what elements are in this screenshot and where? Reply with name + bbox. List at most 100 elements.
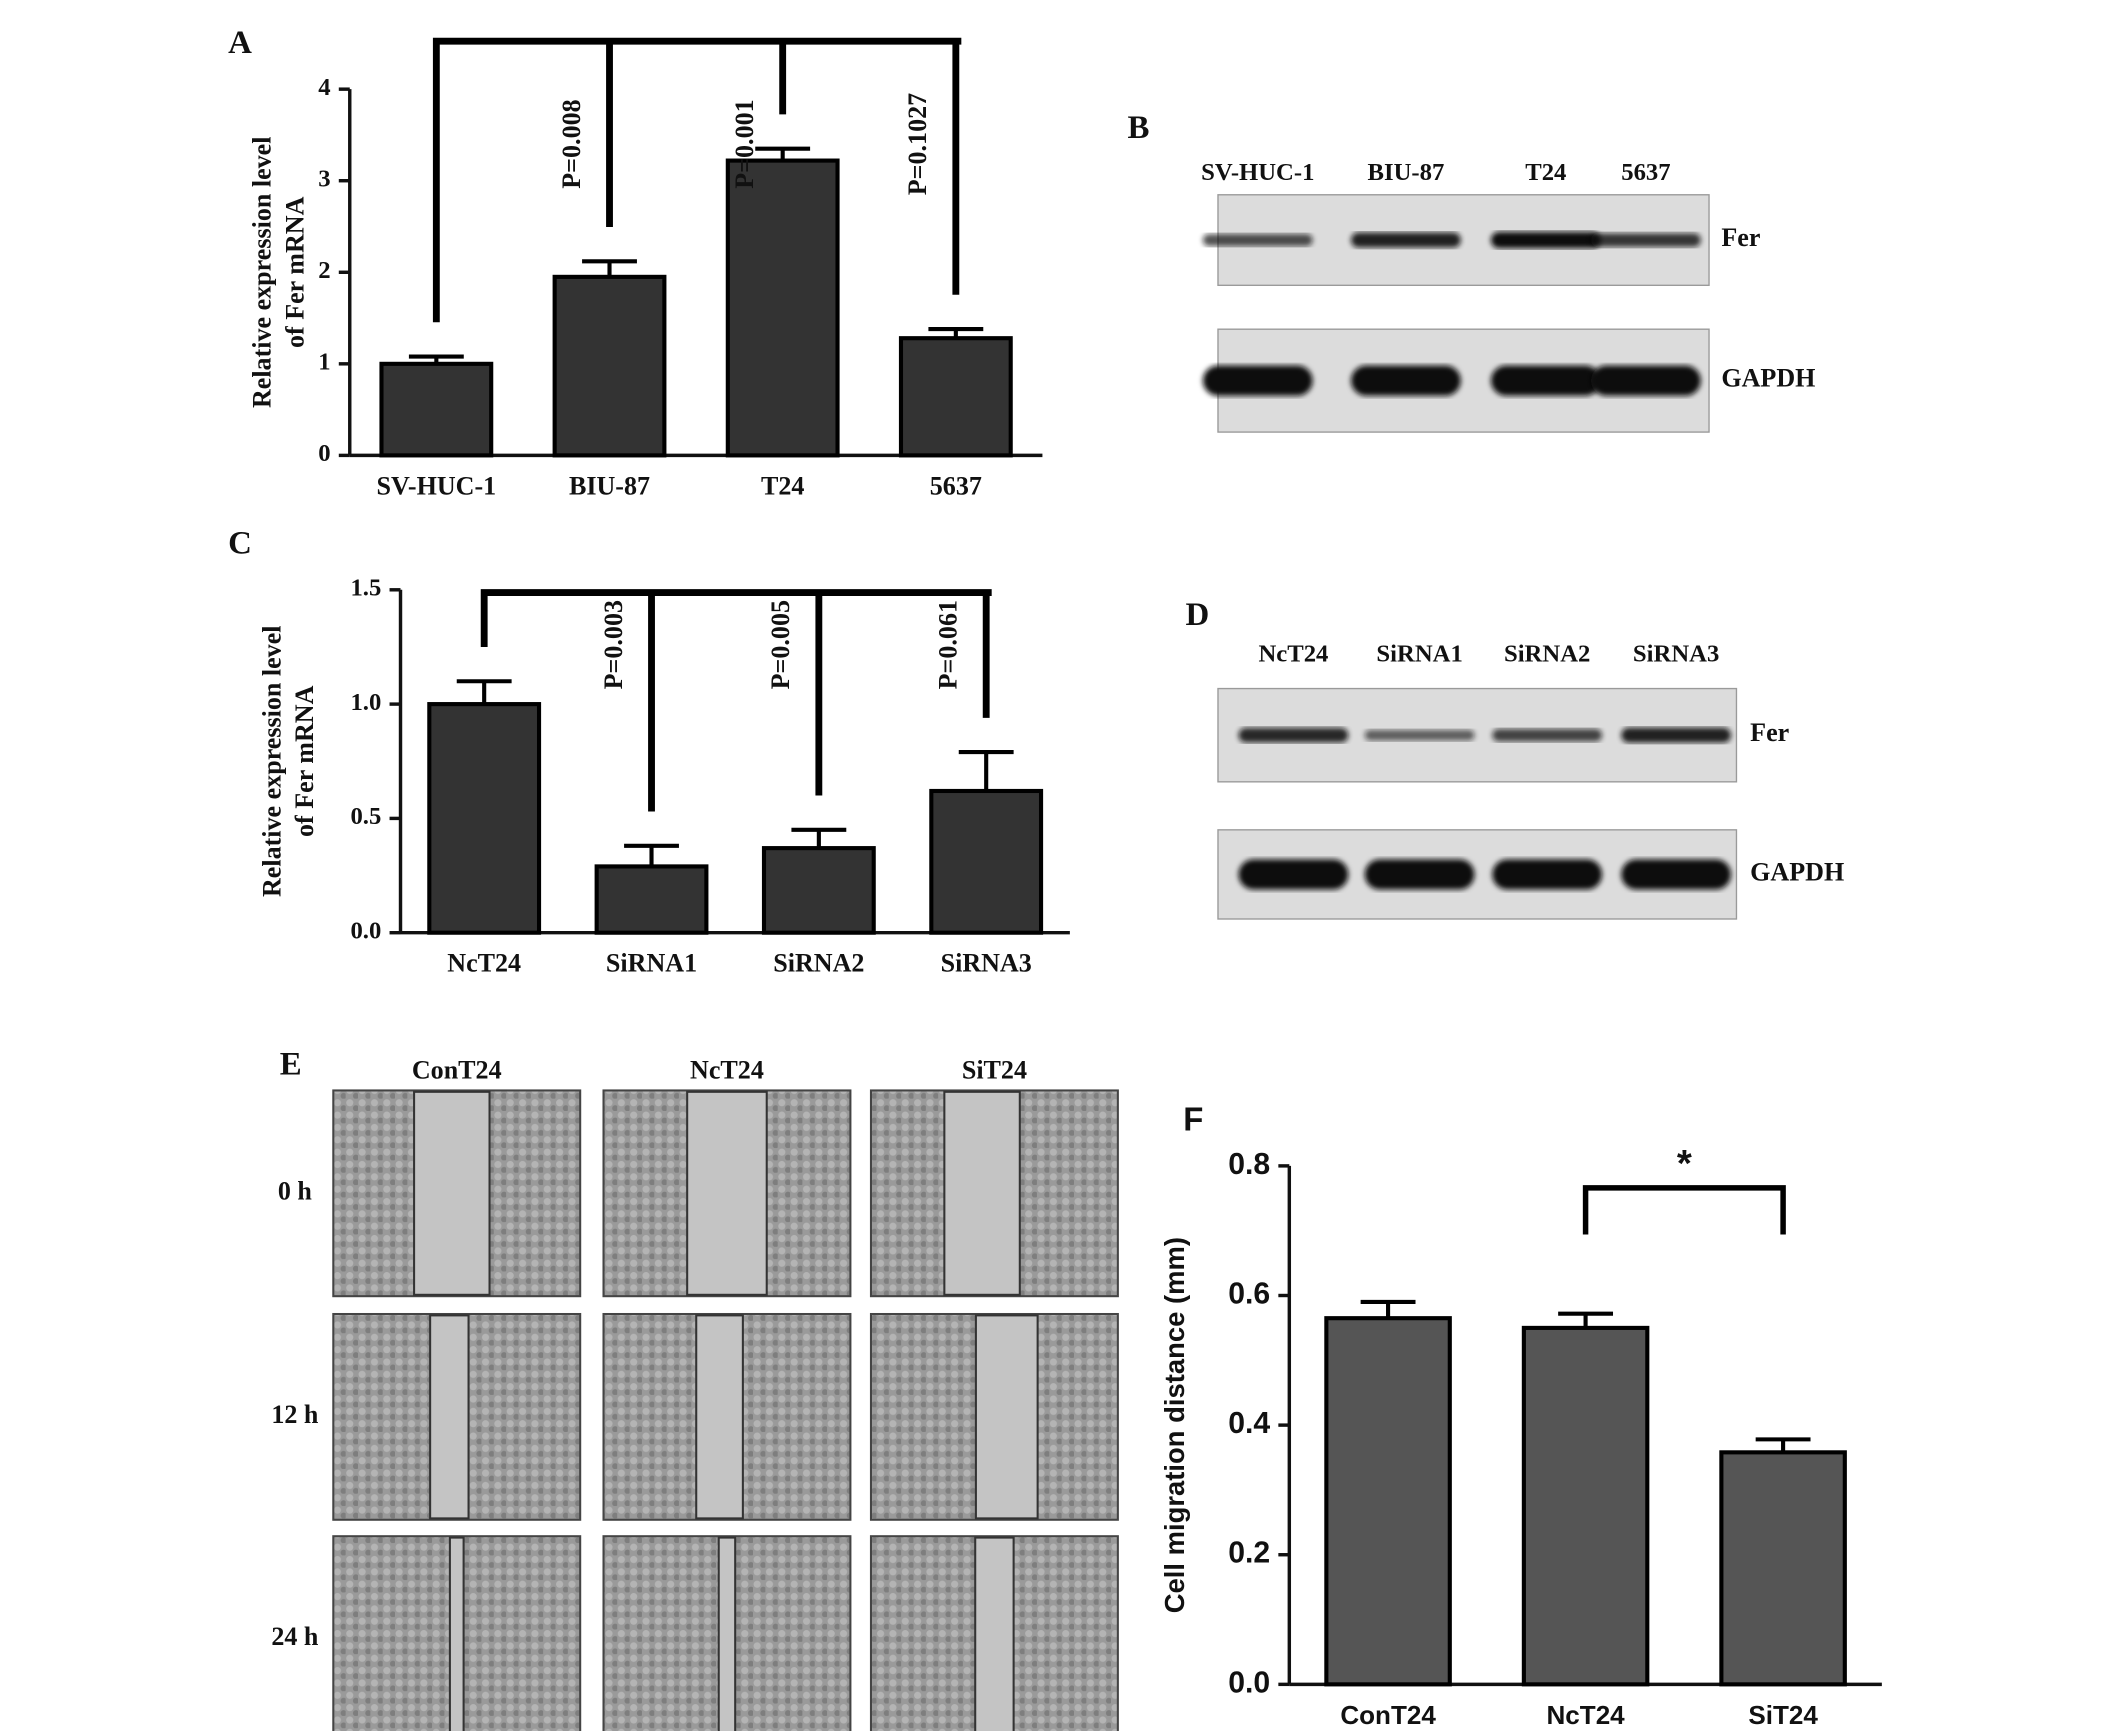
error-bar <box>755 146 811 161</box>
p-value-label: P=0.1027 <box>903 93 932 195</box>
wound-gap <box>974 1536 1015 1731</box>
y-axis-label: of Fer mRNA <box>290 685 319 837</box>
x-tick-label: SiRNA3 <box>941 949 1032 978</box>
blot-band <box>1492 859 1603 890</box>
error-bar <box>958 750 1014 791</box>
lane-label: BIU-87 <box>1368 159 1445 186</box>
bar <box>552 274 667 458</box>
row-label: 12 h <box>271 1400 319 1429</box>
row-label: 24 h <box>271 1622 319 1651</box>
error-bar <box>1360 1299 1416 1319</box>
blot-band <box>1364 859 1475 890</box>
bar <box>379 361 494 458</box>
p-value-label: P=0.001 <box>730 99 759 188</box>
wound-gap <box>413 1090 491 1296</box>
x-tick-label: NcT24 <box>1546 1700 1625 1730</box>
lane-label: T24 <box>1525 159 1566 186</box>
error-bar <box>582 259 637 277</box>
x-tick-label: BIU-87 <box>569 471 650 500</box>
y-tick-label: 0.4 <box>1228 1407 1270 1440</box>
column-label: NcT24 <box>690 1056 764 1085</box>
y-tick-label: 0.6 <box>1228 1277 1270 1310</box>
y-tick-label: 0.0 <box>1228 1666 1270 1699</box>
x-tick-label: T24 <box>761 471 804 500</box>
panel-letter: B <box>1127 110 1149 146</box>
lane-label: SiRNA3 <box>1633 640 1719 667</box>
blot-band <box>1621 859 1731 890</box>
y-axis-label: Relative expression level <box>257 625 286 897</box>
blot-row-label: GAPDH <box>1721 364 1815 393</box>
wound-gap <box>974 1314 1039 1520</box>
error-bar <box>791 827 847 849</box>
bar <box>594 864 709 935</box>
y-tick-label: 0.8 <box>1228 1148 1270 1181</box>
x-tick-label: 5637 <box>930 471 982 500</box>
blot-row-label: Fer <box>1750 718 1789 747</box>
wound-gap <box>448 1536 465 1731</box>
bar <box>1719 1450 1847 1687</box>
p-value-label: P=0.005 <box>766 600 795 689</box>
bracket-top <box>480 589 992 647</box>
wound-gap <box>695 1314 744 1520</box>
x-tick-label: SiRNA2 <box>773 949 864 978</box>
panel-letter: E <box>280 1047 302 1083</box>
blot-band <box>1238 727 1349 743</box>
y-tick-label: 0.5 <box>350 803 381 830</box>
y-tick-label: 2 <box>318 257 330 284</box>
blot-band <box>1351 232 1461 248</box>
column-label: SiT24 <box>962 1056 1027 1085</box>
blot-band <box>1364 729 1475 741</box>
y-tick-label: 1.5 <box>350 574 381 601</box>
bar <box>1521 1325 1650 1687</box>
western-blot: D NcT24 SiRNA1 SiRNA2 SiRNA3 Fer GAPDH <box>1186 597 1844 920</box>
western-blot: B SV-HUC-1 BIU-87 T24 5637 Fer GAPDH <box>1127 110 1815 433</box>
lane-label: SV-HUC-1 <box>1201 159 1314 186</box>
wound-gap <box>429 1314 470 1520</box>
lane-label: 5637 <box>1621 159 1670 186</box>
bar <box>725 158 840 458</box>
row-label: 0 h <box>278 1176 313 1205</box>
error-bar <box>1755 1437 1811 1453</box>
y-tick-label: 0 <box>318 440 330 467</box>
blot-band <box>1238 859 1349 890</box>
significance-bracket <box>1582 1185 1786 1235</box>
x-tick-label: SiRNA1 <box>606 949 697 978</box>
x-tick-label: SV-HUC-1 <box>377 471 497 500</box>
column-label: ConT24 <box>412 1056 502 1085</box>
error-bar <box>928 326 984 339</box>
blot-band <box>1591 233 1701 247</box>
blot-band <box>1492 728 1603 742</box>
y-tick-label: 0.0 <box>350 917 381 944</box>
bar-chart: C Relative expression level of Fer mRNA 0.0… <box>228 525 1070 978</box>
blot-band <box>1351 365 1461 396</box>
error-bar <box>456 679 512 705</box>
blot-band <box>1621 727 1731 743</box>
significance-label: * <box>1677 1142 1692 1185</box>
bar <box>761 846 876 935</box>
y-axis-label: Relative expression level <box>248 137 277 409</box>
x-tick-label: ConT24 <box>1340 1700 1436 1730</box>
x-tick-label: SiT24 <box>1748 1700 1818 1730</box>
wound-gap <box>943 1090 1021 1296</box>
lane-label: SiRNA1 <box>1376 640 1462 667</box>
blot-row-label: Fer <box>1721 223 1760 252</box>
bar <box>929 788 1044 935</box>
wound-gap <box>717 1536 737 1731</box>
bar <box>898 336 1013 458</box>
error-bar <box>408 354 464 364</box>
blot-row-label: GAPDH <box>1750 857 1844 886</box>
bar <box>427 702 542 935</box>
p-value-label: P=0.061 <box>934 600 963 689</box>
bar-chart: A Relative expression level of Fer mRNA 0 1 2… <box>228 25 1043 500</box>
y-axis-label: Cell migration distance (mm) <box>1159 1237 1190 1613</box>
y-tick-label: 1.0 <box>350 689 381 716</box>
wound-healing-panel: E ConT24 NcT24 SiT24 0 h 12 h 24 h <box>271 1047 1119 1731</box>
y-axis-label: of Fer mRNA <box>281 196 310 348</box>
error-bar <box>1558 1311 1614 1328</box>
blot-band <box>1202 365 1313 396</box>
p-value-label: P=0.008 <box>557 99 586 188</box>
wound-gap <box>686 1090 768 1296</box>
panel-letter: A <box>228 25 252 61</box>
